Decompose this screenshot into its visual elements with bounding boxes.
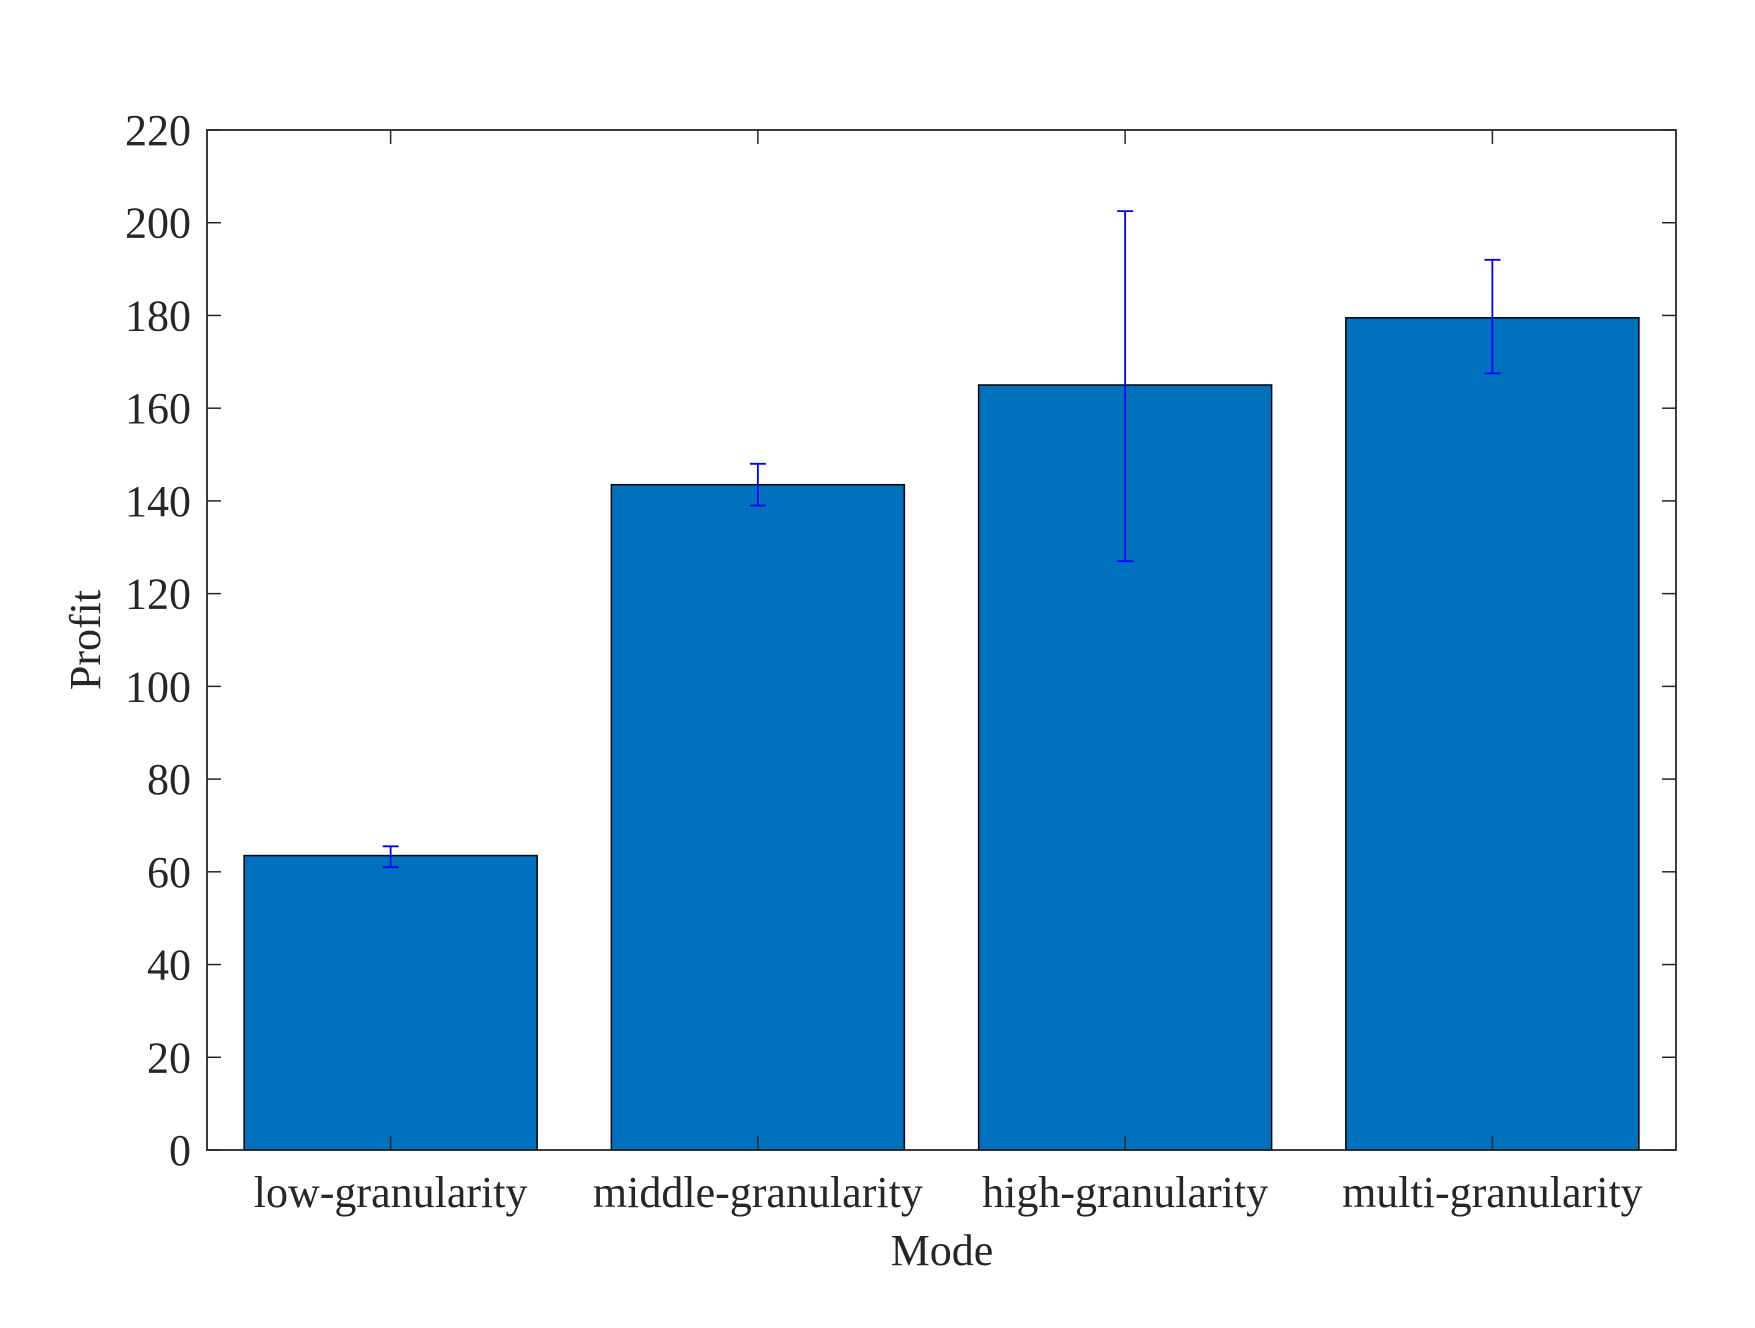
y-tick-label: 40: [147, 941, 191, 990]
y-tick-label: 180: [125, 291, 191, 340]
x-tick-label: multi-granularity: [1342, 1168, 1643, 1217]
error-bar-multi-granularity: [1484, 258, 1501, 375]
y-tick-label: 20: [147, 1033, 191, 1082]
y-tick-label: 140: [125, 477, 191, 526]
x-tick-label: high-granularity: [982, 1168, 1268, 1217]
plot-area-frame: [206, 129, 1677, 1151]
error-bars-layer: [382, 210, 1501, 869]
y-axis-label: Profit: [61, 590, 110, 690]
y-tick-label: 60: [147, 848, 191, 897]
y-tick-label: 0: [169, 1126, 191, 1175]
y-tick-label: 160: [125, 384, 191, 433]
ticks-layer: low-granularity middle-granularity high-gr…: [125, 106, 1676, 1217]
y-tick-label: 120: [125, 570, 191, 619]
error-bar-low-granularity: [382, 845, 399, 869]
x-tick-label: middle-granularity: [593, 1168, 923, 1217]
bar-middle-granularity: [610, 483, 906, 1151]
y-tick-label: 100: [125, 662, 191, 711]
bar-multi-granularity: [1345, 317, 1640, 1151]
y-tick-label: 220: [125, 106, 191, 155]
y-tick-label: 80: [147, 755, 191, 804]
error-bar-middle-granularity: [749, 462, 766, 507]
y-tick-label: 200: [125, 199, 191, 248]
axes-layer: [206, 129, 1677, 1151]
x-tick-label: low-granularity: [254, 1168, 528, 1217]
x-axis-label: Mode: [891, 1226, 994, 1275]
bar-low-granularity: [243, 854, 538, 1151]
error-bar-high-granularity: [1117, 210, 1134, 563]
